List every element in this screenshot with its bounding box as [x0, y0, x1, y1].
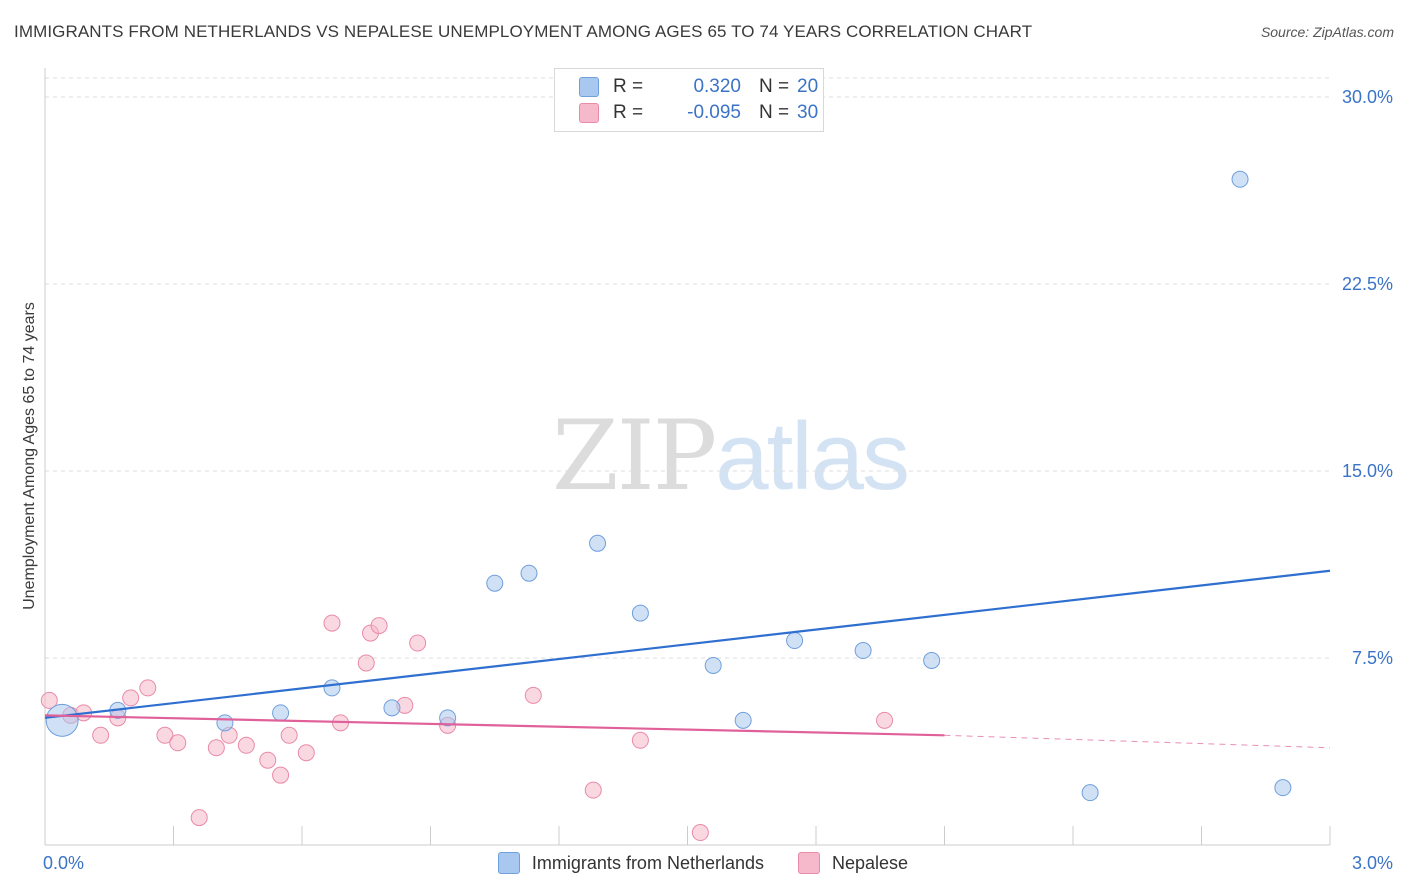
netherlands-trend-line — [44, 569, 1331, 719]
nepalese-point — [297, 744, 315, 762]
nepalese-point — [169, 734, 187, 752]
watermark: ZIPatlas — [552, 400, 910, 512]
nepalese-point — [631, 731, 649, 749]
watermark-atlas: atlas — [715, 403, 910, 510]
netherlands-point — [272, 704, 290, 722]
nepalese-point — [357, 654, 375, 672]
nepalese-point — [280, 726, 298, 744]
netherlands-point — [45, 703, 79, 737]
nepalese-point — [584, 781, 602, 799]
x-tick-label: 0.0% — [43, 853, 84, 873]
r-label: R = — [613, 102, 644, 123]
nepalese-point — [139, 679, 157, 697]
series-name-nepalese: Nepalese — [832, 852, 909, 873]
nepalese-point — [40, 691, 58, 709]
netherlands-point — [1274, 779, 1292, 797]
netherlands-point — [520, 564, 538, 582]
netherlands-point — [589, 534, 607, 552]
series-legend: Immigrants from Netherlands Nepalese — [0, 852, 1406, 874]
netherlands-point — [786, 632, 804, 650]
y-tick-label: 30.0% — [1342, 87, 1393, 107]
nepalese-point — [92, 726, 110, 744]
netherlands-point — [216, 714, 234, 732]
netherlands-point — [383, 699, 401, 717]
r-value: -0.095 — [687, 102, 741, 123]
series-swatch-netherlands — [497, 852, 520, 874]
netherlands-point — [1081, 784, 1099, 802]
nepalese-point — [156, 726, 174, 744]
nepalese-point — [691, 824, 709, 842]
stats-legend: R = 0.320 N = 20 R = -0.095 N = 30 — [554, 68, 824, 132]
netherlands-point — [734, 711, 752, 729]
netherlands-point — [854, 642, 872, 660]
netherlands-point — [923, 651, 941, 669]
netherlands-point — [486, 574, 504, 592]
series-swatch-nepalese — [798, 852, 820, 874]
nepalese-point — [259, 751, 277, 769]
n-value: 20 — [797, 76, 819, 97]
nepalese-point — [409, 634, 427, 652]
nepalese-point — [190, 809, 208, 827]
r-value: 0.320 — [693, 76, 741, 97]
legend-swatch-netherlands — [579, 77, 599, 97]
n-label: N = — [759, 76, 790, 97]
legend-row-nepalese: R = -0.095 N = 30 — [579, 101, 818, 125]
r-label: R = — [613, 76, 644, 97]
netherlands-point — [323, 679, 341, 697]
nepalese-point — [876, 711, 894, 729]
n-value: 30 — [797, 102, 819, 123]
netherlands-point — [631, 604, 649, 622]
legend-swatch-nepalese — [579, 103, 599, 123]
watermark-zip: ZIP — [552, 400, 717, 512]
y-axis-label: Unemployment Among Ages 65 to 74 years — [21, 302, 38, 610]
nepalese-point — [272, 766, 290, 784]
nepalese-point — [370, 617, 388, 635]
nepalese-point — [237, 736, 255, 754]
nepalese-point — [323, 614, 341, 632]
series-legend-netherlands: Immigrants from Netherlands — [497, 852, 764, 874]
netherlands-point — [704, 656, 722, 674]
nepalese-point — [122, 689, 140, 707]
source-credit: Source: ZipAtlas.com — [1260, 24, 1394, 40]
nepalese-point — [524, 686, 542, 704]
nepalese-trend-line — [44, 714, 945, 737]
y-tick-label: 15.0% — [1342, 461, 1393, 481]
series-legend-nepalese: Nepalese — [798, 852, 908, 874]
nepalese-trend-extension — [944, 734, 1331, 749]
netherlands-point — [439, 709, 457, 727]
chart-title: IMMIGRANTS FROM NETHERLANDS VS NEPALESE … — [14, 22, 1033, 41]
legend-row-netherlands: R = 0.320 N = 20 — [579, 75, 818, 99]
n-label: N = — [759, 102, 790, 123]
y-tick-label: 7.5% — [1352, 648, 1393, 668]
nepalese-point — [207, 739, 225, 757]
netherlands-point — [1231, 170, 1249, 188]
x-tick-label: 3.0% — [1352, 853, 1393, 873]
y-tick-label: 22.5% — [1342, 274, 1393, 294]
series-name-netherlands: Immigrants from Netherlands — [531, 852, 764, 873]
